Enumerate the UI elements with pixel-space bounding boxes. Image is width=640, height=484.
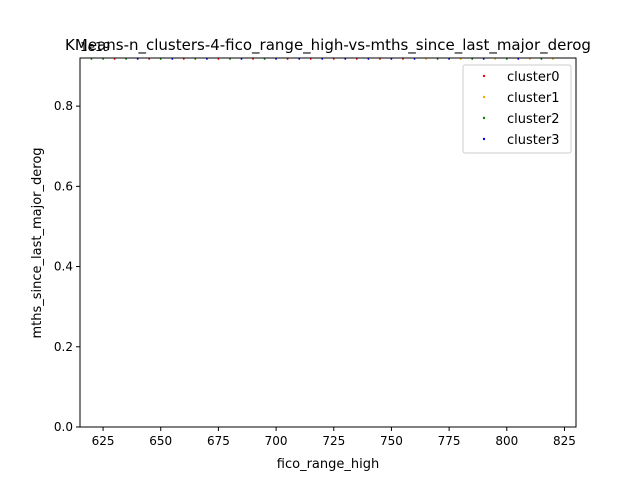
data-point — [206, 58, 208, 60]
data-point — [113, 58, 116, 60]
y-tick-label: 0.8 — [54, 99, 73, 113]
data-point — [402, 58, 404, 60]
legend-marker — [482, 116, 486, 120]
x-tick-label: 775 — [438, 434, 461, 448]
data-point — [494, 58, 497, 60]
data-point — [275, 58, 277, 60]
data-point — [390, 58, 393, 60]
data-point — [448, 58, 450, 60]
data-point — [263, 58, 266, 60]
data-point — [229, 58, 231, 60]
data-point — [171, 58, 174, 60]
data-point — [240, 58, 243, 60]
legend-label: cluster1 — [507, 91, 559, 106]
legend-box — [462, 64, 572, 154]
legend-label: cluster2 — [507, 112, 559, 127]
data-point — [482, 58, 485, 60]
y-axis-label: mths_since_last_major_derog — [30, 147, 45, 338]
legend-marker — [482, 74, 486, 78]
data-point — [529, 58, 531, 60]
x-tick-label: 625 — [92, 434, 115, 448]
data-point — [459, 58, 462, 60]
data-point — [252, 58, 254, 60]
data-point — [148, 58, 151, 60]
plot-area — [90, 58, 554, 60]
data-point — [136, 58, 139, 60]
y-tick-label: 0.0 — [54, 420, 73, 434]
data-point — [102, 58, 104, 60]
data-point — [436, 58, 439, 60]
y-offset-label: 1e19 — [80, 40, 110, 54]
data-point — [413, 58, 416, 60]
data-point — [321, 58, 324, 60]
data-point — [552, 58, 554, 60]
axes: 625 650 675 700 725 750 775 800 825 0.0 0.2 0.4 0.6 0… — [54, 57, 577, 448]
y-tick-label: 0.2 — [54, 340, 73, 354]
data-point — [217, 58, 220, 60]
data-point — [425, 58, 427, 60]
chart-title: KMeans-n_clusters-4-fico_range_high-vs-m… — [65, 36, 591, 55]
data-point — [332, 58, 335, 60]
data-point — [355, 58, 358, 60]
x-tick-label: 800 — [495, 434, 518, 448]
data-point — [286, 58, 289, 60]
x-tick-label: 825 — [553, 434, 576, 448]
axes-frame — [79, 57, 577, 428]
legend-marker — [482, 137, 486, 141]
x-tick-label: 750 — [380, 434, 403, 448]
legend-marker — [482, 95, 486, 99]
data-point — [159, 58, 162, 60]
x-tick-label: 700 — [265, 434, 288, 448]
data-point — [90, 58, 93, 60]
data-point — [182, 58, 185, 60]
data-point — [505, 58, 508, 60]
x-tick-label: 650 — [149, 434, 172, 448]
data-point — [471, 58, 474, 60]
x-axis-label: fico_range_high — [277, 457, 379, 472]
data-point — [344, 58, 347, 60]
data-point — [367, 58, 370, 60]
data-point — [517, 58, 520, 60]
y-tick-label: 0.4 — [54, 260, 73, 274]
data-point — [125, 58, 127, 60]
data-point — [298, 58, 301, 60]
legend: cluster0 cluster1 cluster2 cluster3 — [462, 64, 572, 154]
y-tick-label: 0.6 — [54, 179, 73, 193]
x-tick-label: 675 — [207, 434, 230, 448]
data-point — [379, 58, 381, 60]
data-point — [309, 58, 312, 60]
x-tick-label: 725 — [322, 434, 345, 448]
data-point — [540, 58, 543, 60]
legend-label: cluster0 — [507, 70, 559, 85]
legend-label: cluster3 — [507, 133, 559, 148]
data-point — [194, 58, 197, 60]
